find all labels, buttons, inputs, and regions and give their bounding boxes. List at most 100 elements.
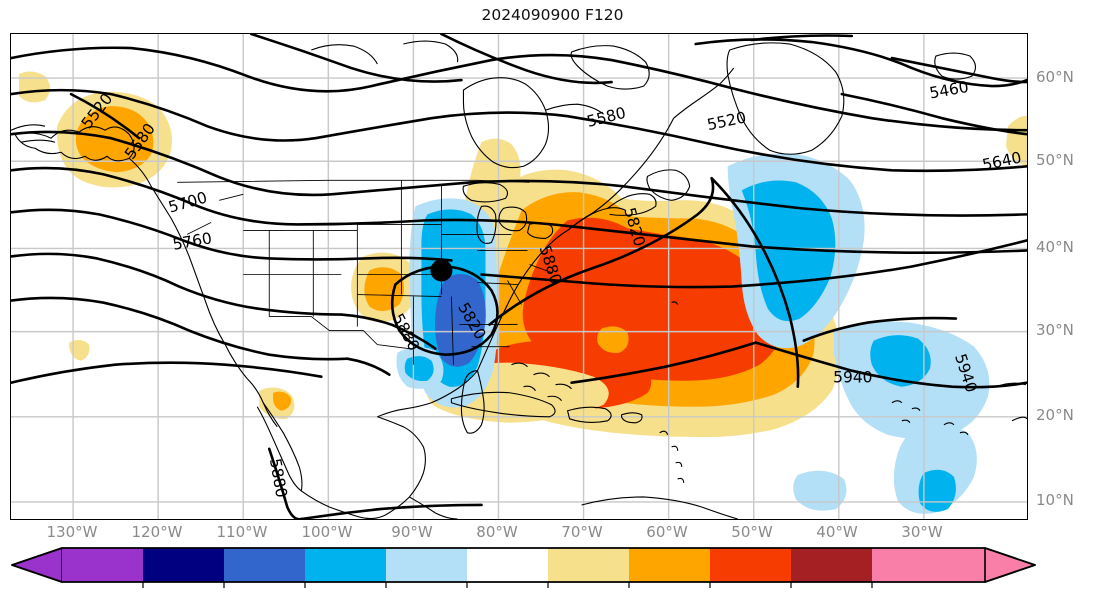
contour-layer: [11, 34, 1027, 519]
coast-aleutian: [11, 124, 56, 143]
lake-huron-erie: [498, 206, 528, 232]
colorbar-canvas: [11, 547, 1036, 588]
coast-florida: [460, 370, 485, 434]
shade-atlantic-red-core: [522, 217, 782, 381]
cb-outline: [11, 547, 1036, 583]
contour-5820-a: [11, 252, 343, 316]
border-state-9: [507, 264, 552, 305]
cb-band-navy: [143, 548, 224, 582]
lake-michigan: [476, 205, 497, 244]
cb-band-white: [467, 548, 548, 582]
border-us-mexico: [269, 316, 410, 350]
coastline-layer: [11, 40, 1027, 519]
coast-bahamas: [511, 362, 572, 402]
coast-puertorico: [621, 412, 643, 424]
lon-tick-70w: 70°W: [561, 523, 603, 541]
coast-west-africa: [995, 382, 1027, 422]
contour-5820-closed: [488, 176, 715, 326]
contour-5940-d: [802, 316, 958, 342]
lat-tick-50n: 50°N: [1036, 151, 1074, 169]
contour-5520-label-break: [69, 92, 141, 140]
map-canvas: 5520 5580 5700 5760 5580 5520 5460 5640 …: [11, 34, 1027, 519]
shade-gulfcoast-cyan: [404, 356, 434, 382]
border-state-3: [357, 180, 442, 295]
border-state-10: [186, 193, 244, 235]
contour-aux-top-2: [440, 34, 613, 85]
lat-tick-20n: 20°N: [1036, 406, 1074, 424]
coast-mexico-gulf: [300, 416, 426, 519]
cb-band-blue: [224, 548, 305, 582]
contour-5880-a: [11, 296, 349, 361]
lat-tick-40n: 40°N: [1036, 238, 1074, 256]
contour-aux-ne2: [890, 56, 1027, 84]
contour-5940-b: [570, 341, 758, 385]
storm-center-marker[interactable]: [430, 259, 453, 282]
lat-tick-10n: 10°N: [1036, 491, 1074, 509]
contour-5580-a: [11, 88, 1027, 173]
coast-centam: [409, 496, 458, 519]
lon-tick-110w: 110°W: [216, 523, 268, 541]
storm-center-dot[interactable]: [430, 259, 453, 282]
shade-plains-orange: [364, 267, 404, 312]
contour-label-5460: 5460: [928, 78, 970, 103]
cb-arrow-left: [11, 547, 63, 583]
coast-greenland: [726, 42, 845, 155]
shade-eastus-blue: [435, 273, 486, 367]
cb-band-paleyellow: [548, 548, 629, 582]
cb-band-purple: [62, 548, 143, 582]
coast-stlawrence: [567, 117, 675, 231]
contour-5460: [694, 38, 1027, 88]
coast-canary: [943, 422, 969, 436]
colorbar[interactable]: −0.90 −0.72 −0.54 −0.36 −0.18 0.18 0.36 …: [0, 545, 1105, 615]
contour-label-5520-ne: 5520: [705, 108, 747, 134]
lat-tick-30n: 30°N: [1036, 321, 1074, 339]
anomaly-shading-layer: [19, 71, 1027, 514]
lon-tick-80w: 80°W: [476, 523, 518, 541]
border-state-1: [268, 224, 358, 327]
contour-5880-bottom: [267, 447, 303, 519]
contour-5760-a: [11, 208, 453, 262]
coast-nova-scotia: [607, 193, 657, 216]
lon-tick-120w: 120°W: [131, 523, 183, 541]
contour-aux-top-1: [249, 34, 463, 83]
coast-hispaniola: [566, 406, 612, 423]
lon-tick-30w: 30°W: [901, 523, 943, 541]
coast-bermuda: [671, 301, 679, 305]
contour-label-5640: 5640: [981, 148, 1023, 174]
shade-bottom-blue-patch: [793, 470, 847, 511]
coast-labrador: [673, 67, 735, 119]
border-state-2: [243, 229, 358, 275]
coast-hudson-bay: [462, 77, 550, 169]
lon-tick-130w: 130°W: [46, 523, 98, 541]
coast-newfoundland: [646, 169, 691, 201]
page-title: 2024090900 F120: [481, 6, 624, 24]
contour-label-5940-left: 5940: [833, 369, 872, 387]
contour-5940-a: [11, 361, 323, 385]
cb-band-redorange: [710, 548, 791, 582]
shade-se-atlantic-cyan: [870, 335, 931, 387]
contour-label-5760: 5760: [171, 229, 213, 254]
shade-se-atlantic-tail: [893, 424, 977, 514]
shade-mexico-orange-sliver: [272, 391, 292, 411]
coast-lesser-antilles: [659, 430, 685, 483]
cb-arrow-right: [984, 547, 1036, 583]
coast-cuba: [450, 391, 556, 418]
shade-baja-yellow-a: [69, 340, 90, 361]
contour-5880-bottom-b: [299, 503, 483, 519]
contour-5940-c: [754, 341, 1027, 389]
contour-aux-ne: [840, 92, 1027, 136]
shade-nw-corner-yellow: [19, 71, 51, 103]
contour-5640-a: [11, 130, 1027, 217]
shade-natl-cyan: [741, 180, 836, 322]
lat-tick-60n: 60°N: [1036, 68, 1074, 86]
colorbar-ticks: [142, 582, 873, 588]
lon-tick-50w: 50°W: [731, 523, 773, 541]
cb-band-pink: [872, 548, 985, 582]
contour-5820-b: [340, 313, 437, 350]
map-panel[interactable]: 5520 5580 5700 5760 5580 5520 5460 5640 …: [10, 33, 1028, 520]
contour-aux-far-ne: [750, 34, 854, 42]
coast-arctic-islands: [311, 40, 459, 65]
coast-hudson-strait: [545, 103, 604, 115]
contour-5700-a: [11, 166, 1027, 254]
